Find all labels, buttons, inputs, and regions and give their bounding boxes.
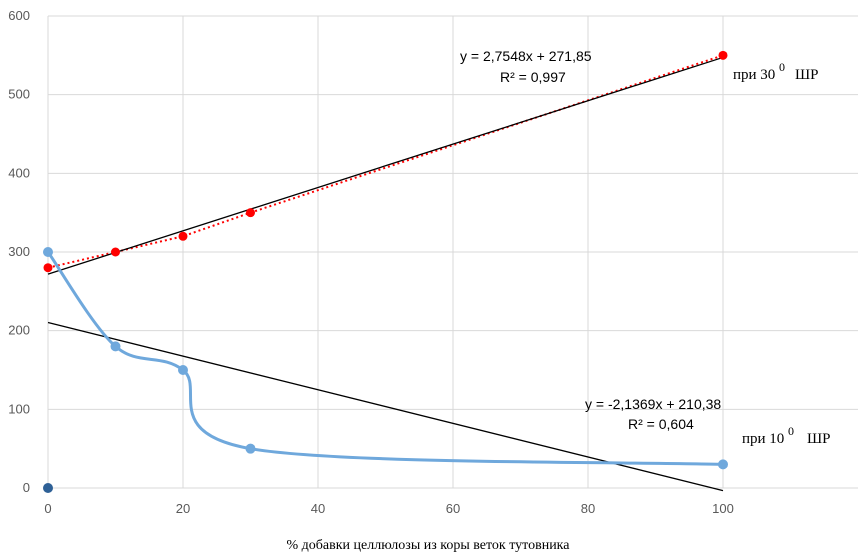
red-trend-r2: R² = 0,997 <box>500 69 566 85</box>
y-tick-label: 600 <box>8 8 30 23</box>
x-axis-title: % добавки целлюлозы из коры веток тутовн… <box>286 538 570 553</box>
blue-series-point <box>245 443 256 454</box>
y-tick-label: 400 <box>8 165 30 180</box>
blue-trend-equation: y = -2,1369x + 210,38 <box>585 396 721 412</box>
red-series-point <box>111 247 120 257</box>
red-series-label-main: при 30 <box>733 67 775 83</box>
x-tick-label: 0 <box>44 501 51 516</box>
x-tick-label: 100 <box>712 501 734 516</box>
blue-series-curve <box>46 251 724 466</box>
blue-series-point <box>43 247 53 257</box>
blue-series-label: при 10 0 ШР <box>742 424 830 447</box>
x-tick-label: 20 <box>176 501 190 516</box>
x-tick-label: 60 <box>446 501 460 516</box>
y-tick-label: 200 <box>8 323 30 338</box>
blue-series-label-main: при 10 <box>742 431 784 447</box>
blue-series-label-sup: 0 <box>788 424 794 438</box>
red-trendline <box>47 56 724 275</box>
x-tick-label: 80 <box>581 501 595 516</box>
red-series-point <box>178 231 188 241</box>
x-tick-label: 40 <box>311 501 325 516</box>
y-tick-label: 100 <box>8 401 30 416</box>
origin-point <box>43 483 53 493</box>
blue-series-label-tail: ШР <box>807 431 830 447</box>
red-series-point <box>246 208 255 218</box>
blue-trend-r2: R² = 0,604 <box>628 416 694 432</box>
blue-series-point <box>718 459 728 470</box>
blue-series-point <box>110 341 121 352</box>
blue-series-point <box>178 365 188 375</box>
red-series-point <box>43 263 53 273</box>
y-tick-labels: 0 100 200 300 400 500 600 <box>8 8 30 495</box>
series <box>43 50 728 493</box>
red-series-label-tail: ШР <box>795 67 818 83</box>
red-series-label: при 30 0 ШР <box>733 60 818 83</box>
y-tick-label: 500 <box>8 87 30 102</box>
red-series-dotted-line <box>47 54 724 269</box>
x-tick-labels: 0 20 40 60 80 100 <box>44 501 733 516</box>
red-series-point <box>718 50 728 60</box>
red-trend-equation: y = 2,7548x + 271,85 <box>460 48 592 64</box>
y-tick-label: 300 <box>8 244 30 259</box>
y-tick-label: 0 <box>23 480 30 495</box>
grid <box>47 15 858 489</box>
trendlines <box>47 54 724 492</box>
red-series-label-sup: 0 <box>779 60 785 74</box>
